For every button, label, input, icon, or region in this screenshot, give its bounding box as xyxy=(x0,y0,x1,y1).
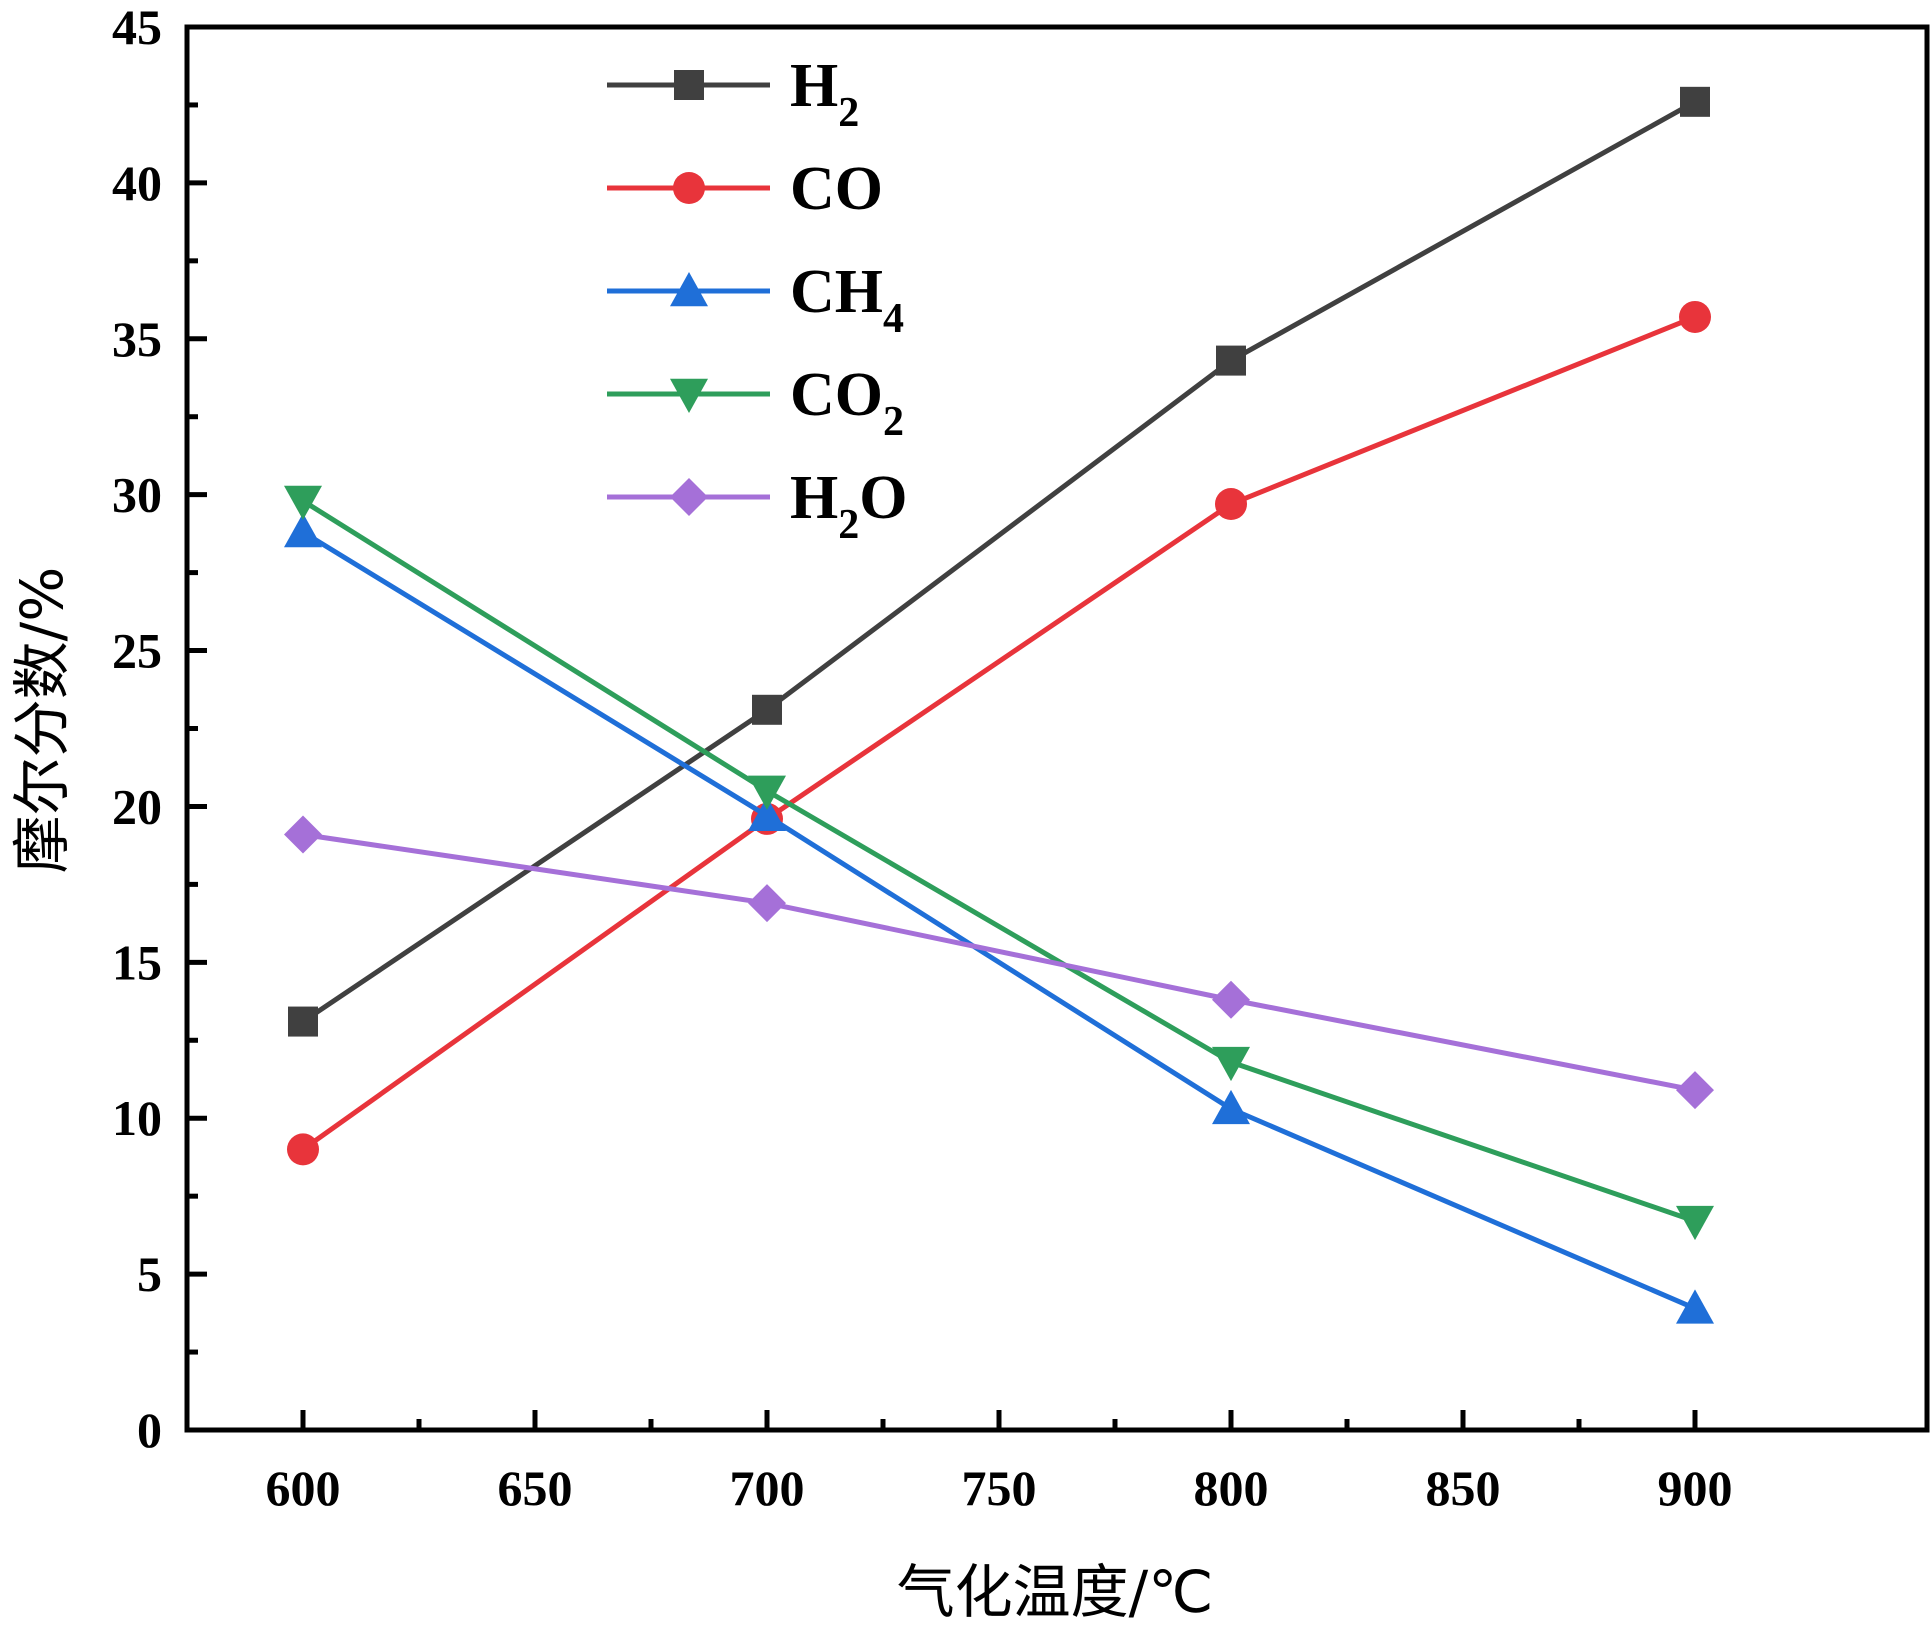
x-tick-label: 650 xyxy=(498,1460,573,1516)
legend-marker-co2 xyxy=(670,378,708,413)
data-point-co xyxy=(287,1133,319,1166)
y-axis-title: 摩尔分数/% xyxy=(8,567,76,874)
data-point-co2 xyxy=(284,485,322,520)
x-axis-title: 气化温度/℃ xyxy=(897,1558,1214,1626)
y-tick-label: 30 xyxy=(112,467,162,523)
y-tick-label: 10 xyxy=(112,1090,162,1146)
legend-marker-h2o xyxy=(670,478,708,516)
data-point-ch4 xyxy=(1212,1089,1250,1125)
legend-label-ch4: CH4 xyxy=(790,258,904,342)
legend-marker-h2 xyxy=(674,70,704,100)
y-tick-label: 25 xyxy=(112,623,162,679)
data-point-h2 xyxy=(1216,345,1246,376)
x-tick-label: 600 xyxy=(266,1460,341,1516)
data-point-h2o xyxy=(1212,980,1250,1019)
plot-frame xyxy=(184,24,1930,1433)
y-tick-label: 5 xyxy=(137,1246,162,1302)
series-line-co2 xyxy=(301,498,1696,1224)
y-tick-label: 15 xyxy=(112,934,162,990)
data-point-co xyxy=(1679,300,1711,333)
axes-layer: 600 650 700 750 800 850 900 0 5 10 15 20 25 30 35 40 45 xyxy=(112,0,1930,1516)
data-point-h2o xyxy=(284,815,322,854)
data-point-co2 xyxy=(748,775,786,810)
legend-marker-co xyxy=(673,172,705,204)
data-point-ch4 xyxy=(1676,1289,1714,1324)
y-tick-label: 45 xyxy=(112,0,162,55)
x-tick-label: 900 xyxy=(1658,1460,1733,1516)
series-layer xyxy=(284,86,1714,1324)
legend-label-h2: H2 xyxy=(790,52,859,136)
data-point-ch4 xyxy=(748,796,786,831)
y-tick-label: 0 xyxy=(137,1402,162,1458)
data-point-ch4 xyxy=(284,513,322,548)
data-point-h2o xyxy=(748,884,786,923)
x-tick-label: 800 xyxy=(1194,1460,1269,1516)
legend-label-h2o: H2O xyxy=(790,464,907,548)
data-point-co2 xyxy=(1676,1205,1714,1241)
data-point-co2 xyxy=(1212,1046,1250,1082)
series-line-h2 xyxy=(301,99,1697,1024)
series-line-co xyxy=(301,314,1696,1152)
x-tick-label: 700 xyxy=(730,1460,805,1516)
y-tick-label: 40 xyxy=(112,155,162,211)
series-line-ch4 xyxy=(301,529,1696,1311)
legend-label-co: CO xyxy=(790,155,883,223)
data-point-h2 xyxy=(1680,86,1710,117)
data-point-co xyxy=(1215,488,1247,521)
series-line-h2o xyxy=(302,832,1696,1093)
legend-marker-ch4 xyxy=(670,272,708,307)
x-tick-label: 850 xyxy=(1426,1460,1501,1516)
data-point-h2 xyxy=(288,1006,318,1037)
y-tick-label: 20 xyxy=(112,778,162,834)
legend: H2 CO CH4 CO2 H2O xyxy=(607,52,907,548)
data-point-h2 xyxy=(752,694,782,725)
y-tick-label: 35 xyxy=(112,311,162,367)
x-tick-label: 750 xyxy=(962,1460,1037,1516)
data-point-h2o xyxy=(1676,1071,1714,1110)
legend-label-co2: CO2 xyxy=(790,361,904,445)
